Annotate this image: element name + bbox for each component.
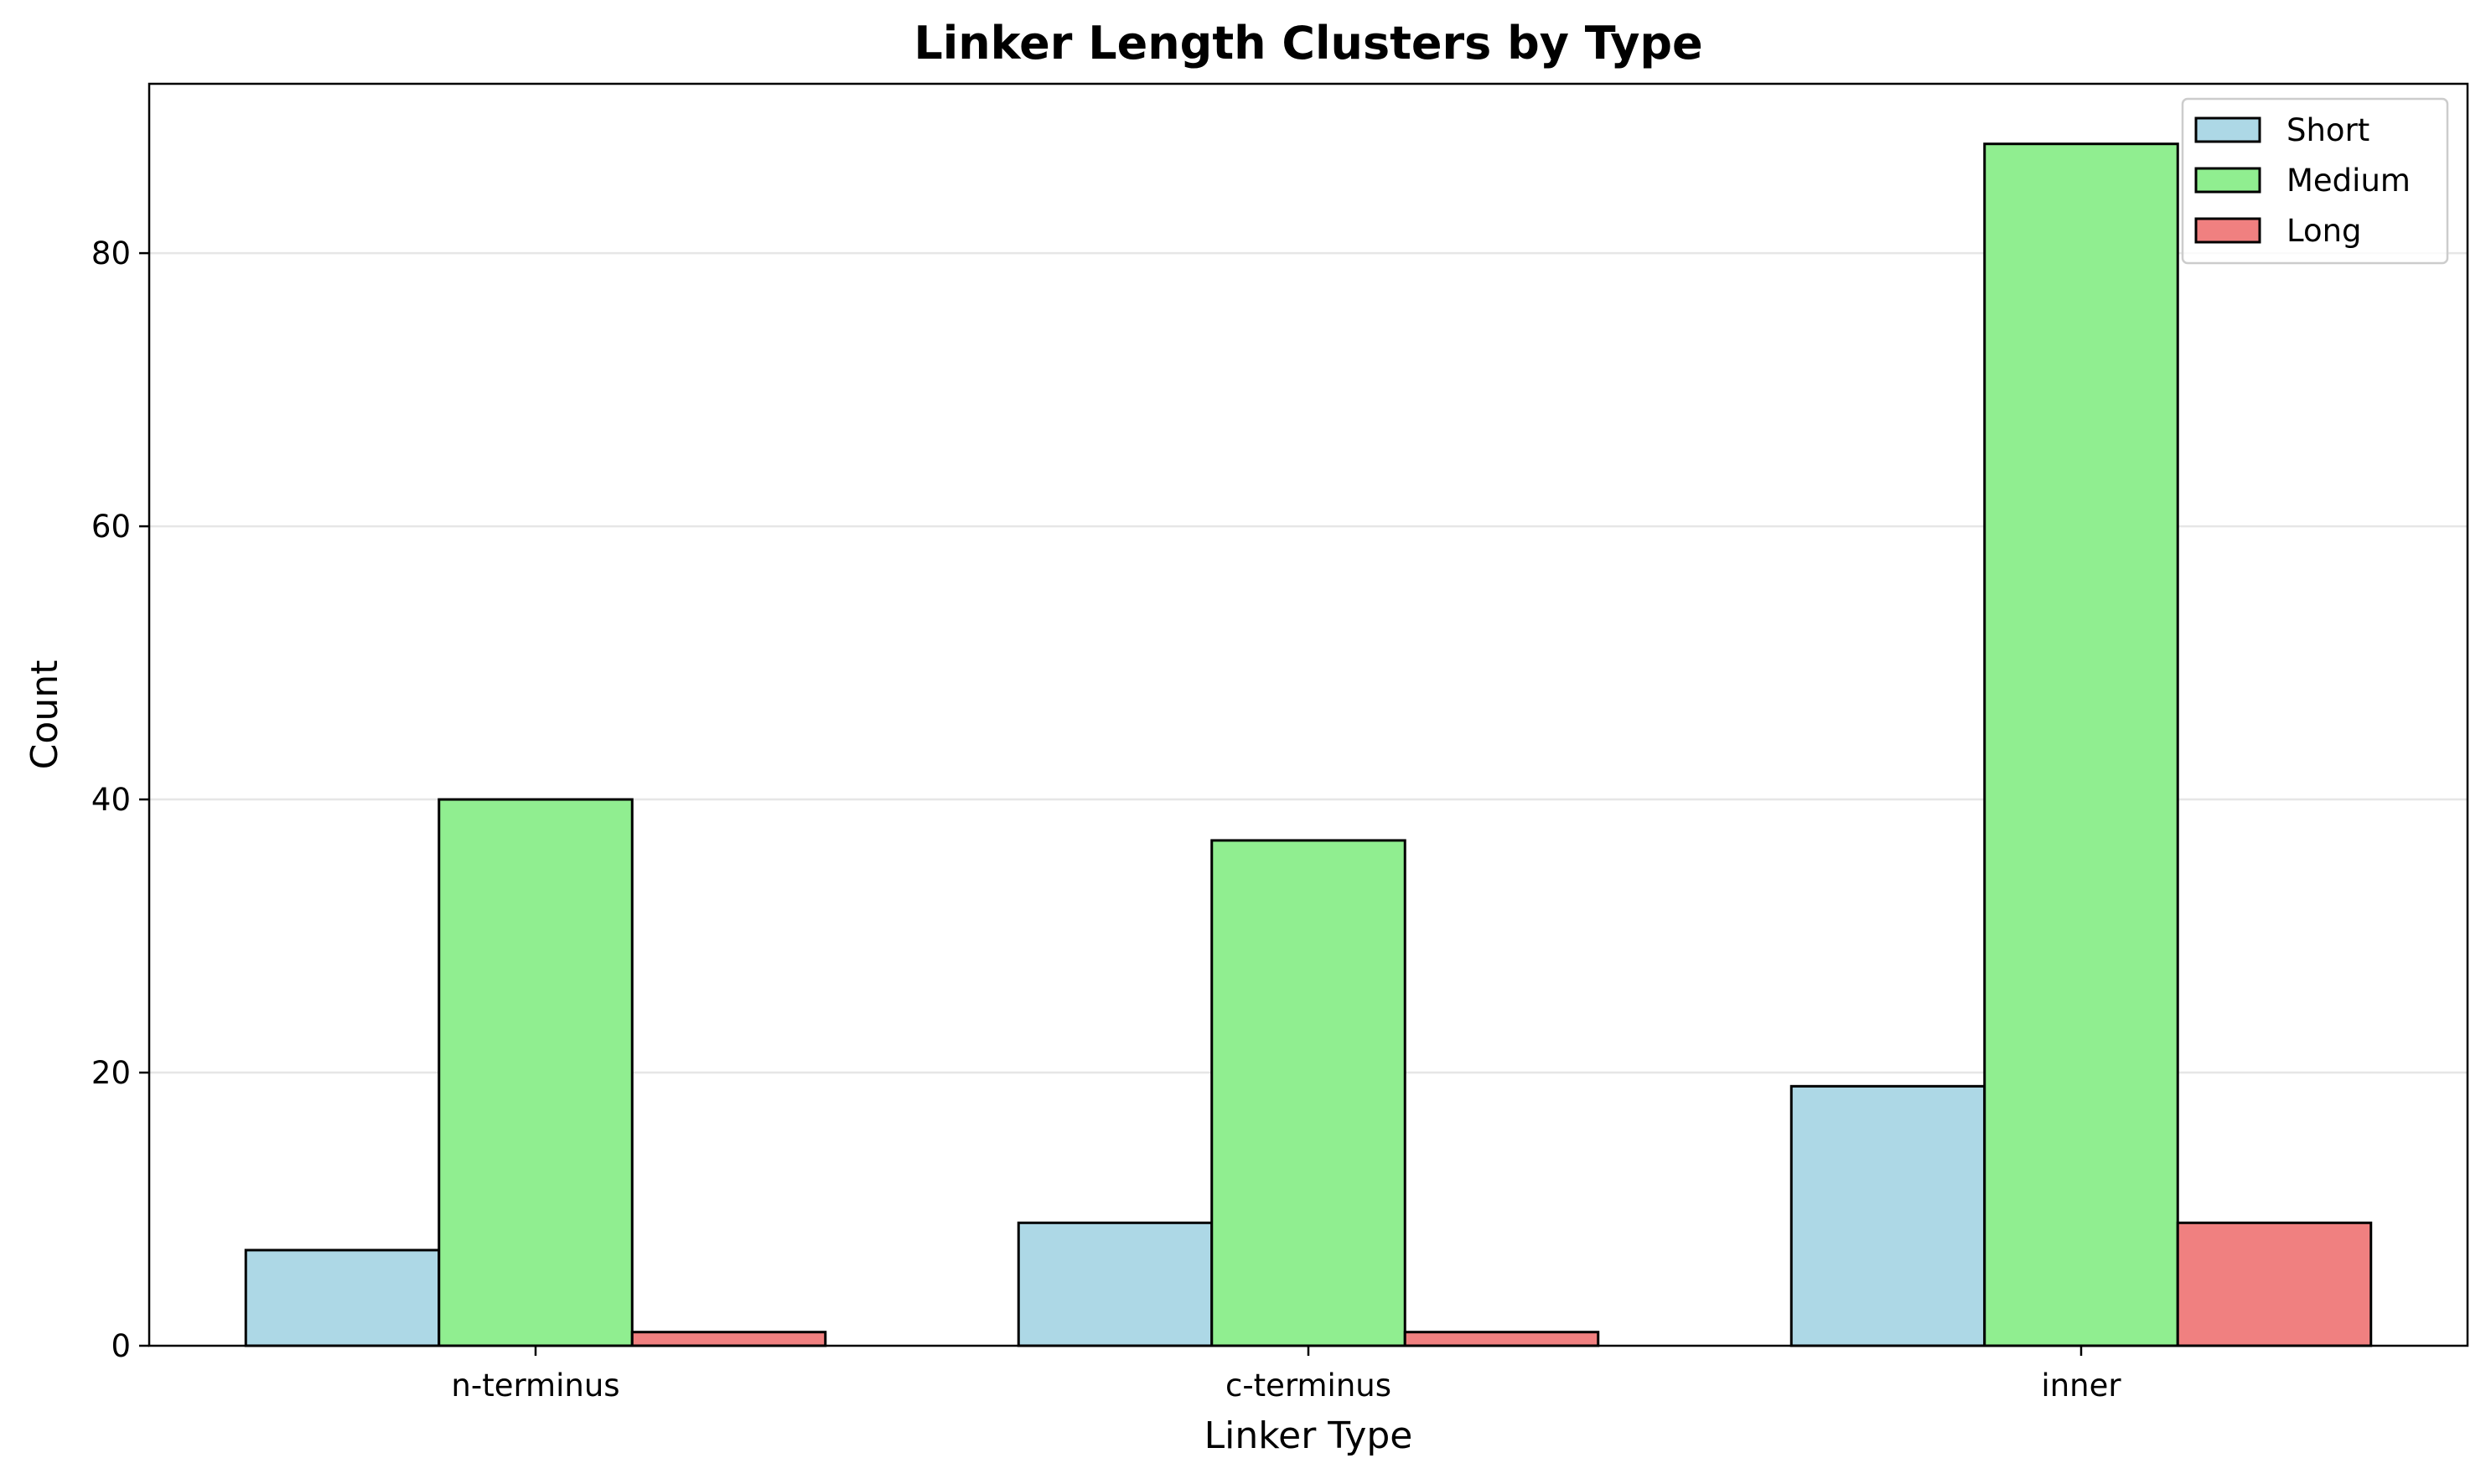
y-tick-label: 0 (111, 1328, 131, 1364)
legend-swatch-short (2194, 116, 2261, 143)
y-tick-label: 40 (91, 782, 131, 818)
y-tick-label: 60 (91, 509, 131, 545)
bar-long-inner (2176, 1221, 2373, 1347)
bar-medium-c-terminus (1210, 839, 1406, 1347)
bar-long-n-terminus (630, 1331, 827, 1347)
chart-title: Linker Length Clusters by Type (914, 17, 1702, 70)
legend-label-short: Short (2286, 112, 2369, 148)
x-tick-label: n-terminus (451, 1368, 619, 1404)
bar-short-c-terminus (1017, 1221, 1214, 1347)
y-axis-label: Count (23, 660, 66, 770)
bar-short-n-terminus (244, 1249, 441, 1347)
x-tick-label: inner (2041, 1368, 2121, 1404)
y-tick-label: 20 (91, 1055, 131, 1091)
y-axis-ticks: 0 20 40 60 80 (91, 235, 149, 1364)
bar-long-c-terminus (1403, 1331, 1600, 1347)
legend-label-long: Long (2286, 213, 2362, 249)
legend-label-medium: Medium (2286, 163, 2411, 199)
x-axis-label: Linker Type (1204, 1414, 1413, 1457)
x-tick-label: c-terminus (1225, 1368, 1391, 1404)
legend-swatch-long (2194, 217, 2261, 244)
bar-medium-inner (1983, 142, 2179, 1347)
legend: Short Medium Long (2181, 97, 2449, 265)
bar-medium-n-terminus (438, 798, 634, 1347)
x-axis-ticks: n-terminus c-terminus inner (451, 1346, 2121, 1404)
legend-swatch-medium (2194, 167, 2261, 194)
y-tick-label: 80 (91, 235, 131, 271)
bar-short-inner (1789, 1084, 1986, 1347)
